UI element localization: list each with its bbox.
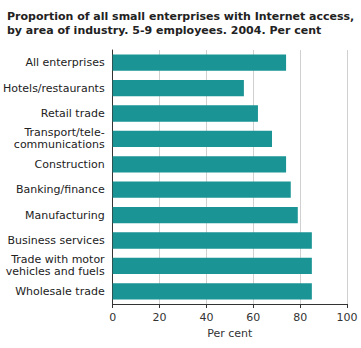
svg-text:Manufacturing: Manufacturing [25,209,105,222]
svg-text:communications: communications [14,138,105,151]
svg-text:100: 100 [337,311,358,324]
svg-text:by area of industry. 5-9 emplo: by area of industry. 5-9 employees. 2004… [7,24,321,37]
svg-text:Hotels/restaurants: Hotels/restaurants [3,82,105,95]
svg-text:60: 60 [246,311,260,324]
svg-text:vehicles and fuels: vehicles and fuels [6,265,105,278]
svg-text:Retail trade: Retail trade [41,107,105,120]
svg-text:80: 80 [293,311,307,324]
svg-text:0: 0 [109,311,116,324]
svg-text:Proportion of all small enterp: Proportion of all small enterprises with… [7,10,354,23]
svg-text:40: 40 [199,311,213,324]
svg-text:20: 20 [153,311,167,324]
svg-text:Construction: Construction [35,158,105,171]
svg-text:All enterprises: All enterprises [25,56,105,69]
svg-text:Business services: Business services [8,234,105,247]
svg-text:Wholesale trade: Wholesale trade [15,285,105,298]
svg-text:Per cent: Per cent [207,327,253,340]
svg-text:Banking/finance: Banking/finance [16,183,105,196]
svg-text:Trade with motor: Trade with motor [11,253,105,267]
svg-text:Transport/tele-: Transport/tele- [24,126,105,140]
